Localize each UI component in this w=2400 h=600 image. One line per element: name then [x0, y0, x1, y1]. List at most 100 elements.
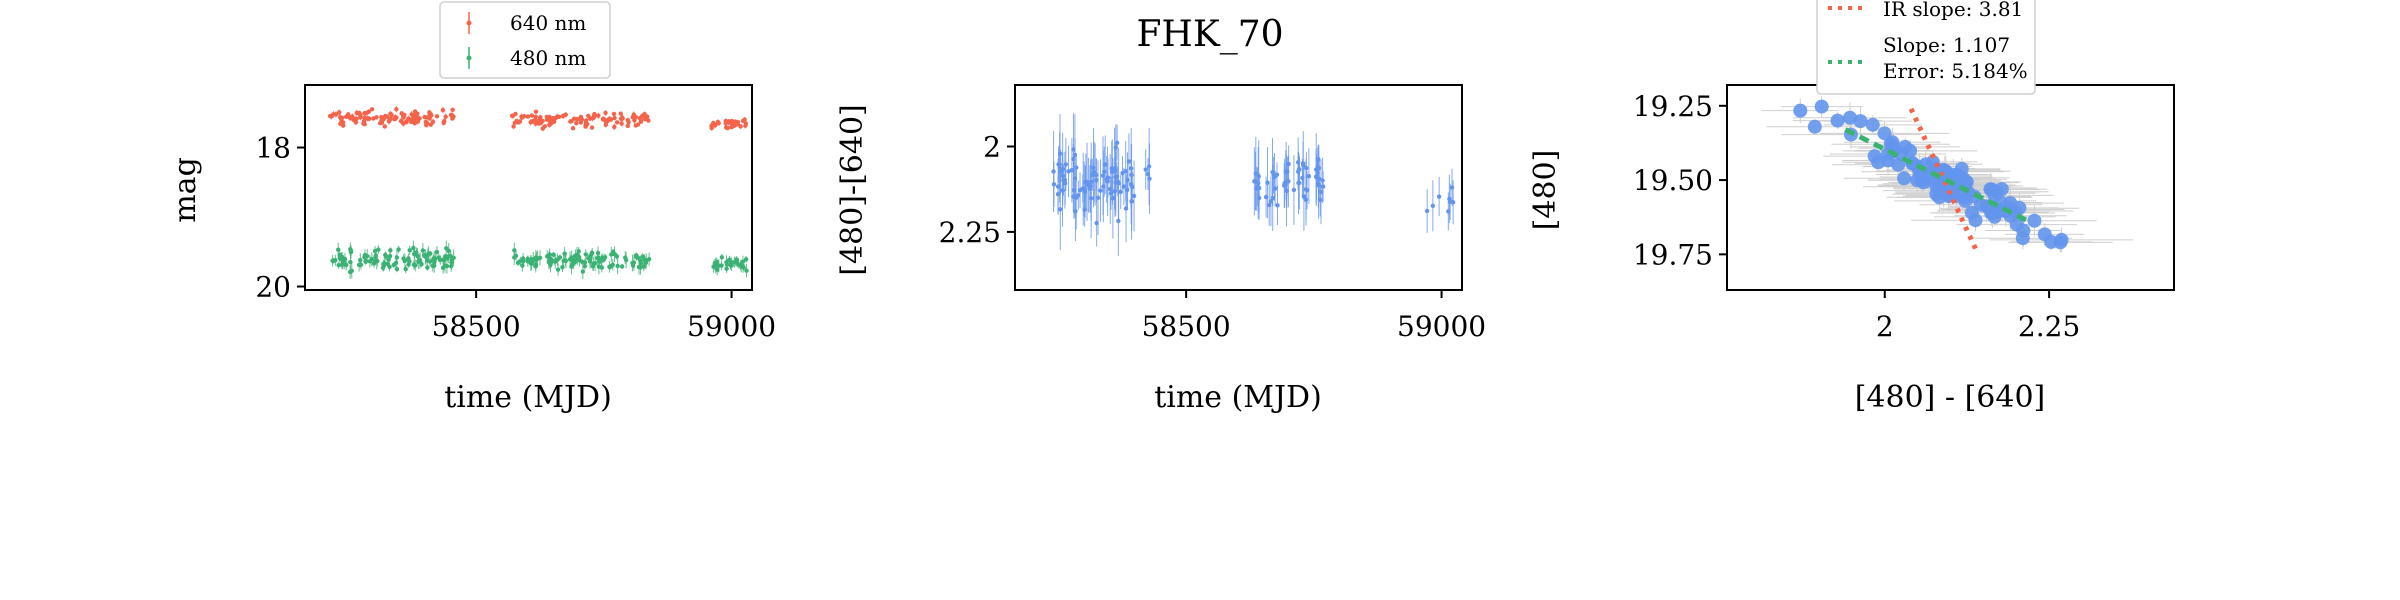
- data-point: [1424, 208, 1430, 214]
- data-point: [583, 124, 588, 129]
- data-point: [387, 264, 392, 270]
- data-point: [440, 265, 446, 270]
- data-point: [1080, 186, 1085, 191]
- data-point: [634, 255, 639, 260]
- data-point: [509, 113, 515, 118]
- data-point: [1948, 186, 1963, 201]
- x-tick-label: 2.25: [2018, 310, 2080, 343]
- data-point: [388, 248, 393, 253]
- data-point: [1430, 203, 1436, 208]
- legend-slope-label: Slope: 1.107: [1883, 33, 2010, 57]
- y-tick-label: 19.75: [1633, 238, 1713, 271]
- x-tick-label: 59000: [1397, 310, 1486, 343]
- data-point: [394, 266, 400, 272]
- lightcurve-ticks: 58500 59000 18 20: [255, 132, 776, 343]
- data-point: [1853, 114, 1868, 129]
- data-point: [520, 256, 526, 261]
- data-point: [1301, 163, 1306, 168]
- data-point: [583, 252, 589, 257]
- data-point: [380, 265, 386, 270]
- data-point: [587, 259, 593, 264]
- color-magnitude-points: [1761, 95, 2134, 253]
- data-point: [570, 126, 576, 131]
- data-point: [383, 252, 388, 258]
- data-point: [552, 258, 558, 263]
- data-point: [1914, 172, 1929, 187]
- data-point: [393, 114, 398, 120]
- y-tick-label: 2: [983, 131, 1001, 164]
- data-point: [1275, 203, 1280, 208]
- data-point: [440, 107, 446, 113]
- data-point: [404, 119, 409, 125]
- data-point: [2015, 231, 2030, 246]
- data-point: [401, 114, 406, 119]
- data-point: [1842, 110, 1857, 125]
- data-point: [1880, 153, 1895, 168]
- data-point: [547, 119, 553, 124]
- data-point: [713, 265, 718, 270]
- y-tick-label: 20: [255, 271, 291, 304]
- data-point: [610, 262, 615, 267]
- legend-label-640nm: 640 nm: [510, 11, 586, 35]
- data-point: [1968, 213, 1983, 228]
- data-point: [358, 115, 363, 120]
- data-point: [635, 122, 641, 127]
- data-point: [1123, 168, 1128, 174]
- data-point: [1306, 173, 1312, 179]
- color-magnitude-ticks: 2 2.25 19.25 19.50 19.75: [1633, 90, 2080, 343]
- data-point: [619, 121, 624, 126]
- data-point: [1082, 207, 1087, 212]
- data-point: [337, 255, 342, 261]
- data-point: [644, 116, 649, 121]
- data-point: [583, 120, 589, 125]
- data-point: [1316, 157, 1321, 162]
- data-point: [419, 261, 424, 267]
- data-point: [409, 119, 414, 125]
- data-point: [738, 124, 743, 129]
- data-point: [411, 114, 416, 120]
- data-point: [381, 261, 386, 267]
- data-point: [638, 264, 643, 270]
- data-point: [525, 259, 531, 264]
- data-point: [596, 113, 601, 118]
- data-point: [572, 258, 577, 263]
- data-point: [1447, 196, 1452, 202]
- data-point: [615, 120, 620, 125]
- data-point: [740, 259, 746, 264]
- data-point: [625, 117, 631, 123]
- data-point: [1867, 149, 1882, 164]
- data-point: [725, 125, 730, 131]
- fit-lines: [1844, 107, 2031, 253]
- data-point: [644, 258, 649, 263]
- y-tick-label: 18: [255, 132, 291, 165]
- data-point: [450, 107, 455, 113]
- data-point: [1256, 195, 1262, 201]
- data-point: [1102, 169, 1107, 174]
- data-point: [412, 121, 417, 126]
- y-tick-label: 19.25: [1633, 90, 1713, 123]
- data-point: [562, 251, 567, 256]
- legend-marker-480nm: [466, 47, 472, 69]
- data-point: [372, 258, 378, 264]
- legend-ir-slope-label: IR slope: 3.81: [1883, 0, 2023, 21]
- data-point: [1265, 180, 1270, 185]
- data-point: [363, 258, 369, 264]
- data-point: [529, 261, 534, 266]
- data-point: [563, 258, 568, 263]
- data-point: [344, 114, 349, 119]
- data-point: [612, 124, 617, 130]
- data-point: [571, 116, 577, 121]
- data-point: [1058, 207, 1063, 212]
- data-point: [420, 248, 426, 253]
- data-point: [424, 258, 430, 263]
- lightcurve-points: [327, 106, 749, 280]
- data-point: [362, 115, 367, 121]
- lightcurve-axes-frame: [304, 84, 753, 291]
- data-point: [602, 255, 608, 260]
- data-point: [407, 248, 412, 253]
- data-point: [406, 116, 411, 121]
- data-point: [1072, 176, 1078, 181]
- data-point: [1807, 119, 1822, 134]
- data-point: [1057, 165, 1062, 170]
- data-point: [1101, 184, 1106, 189]
